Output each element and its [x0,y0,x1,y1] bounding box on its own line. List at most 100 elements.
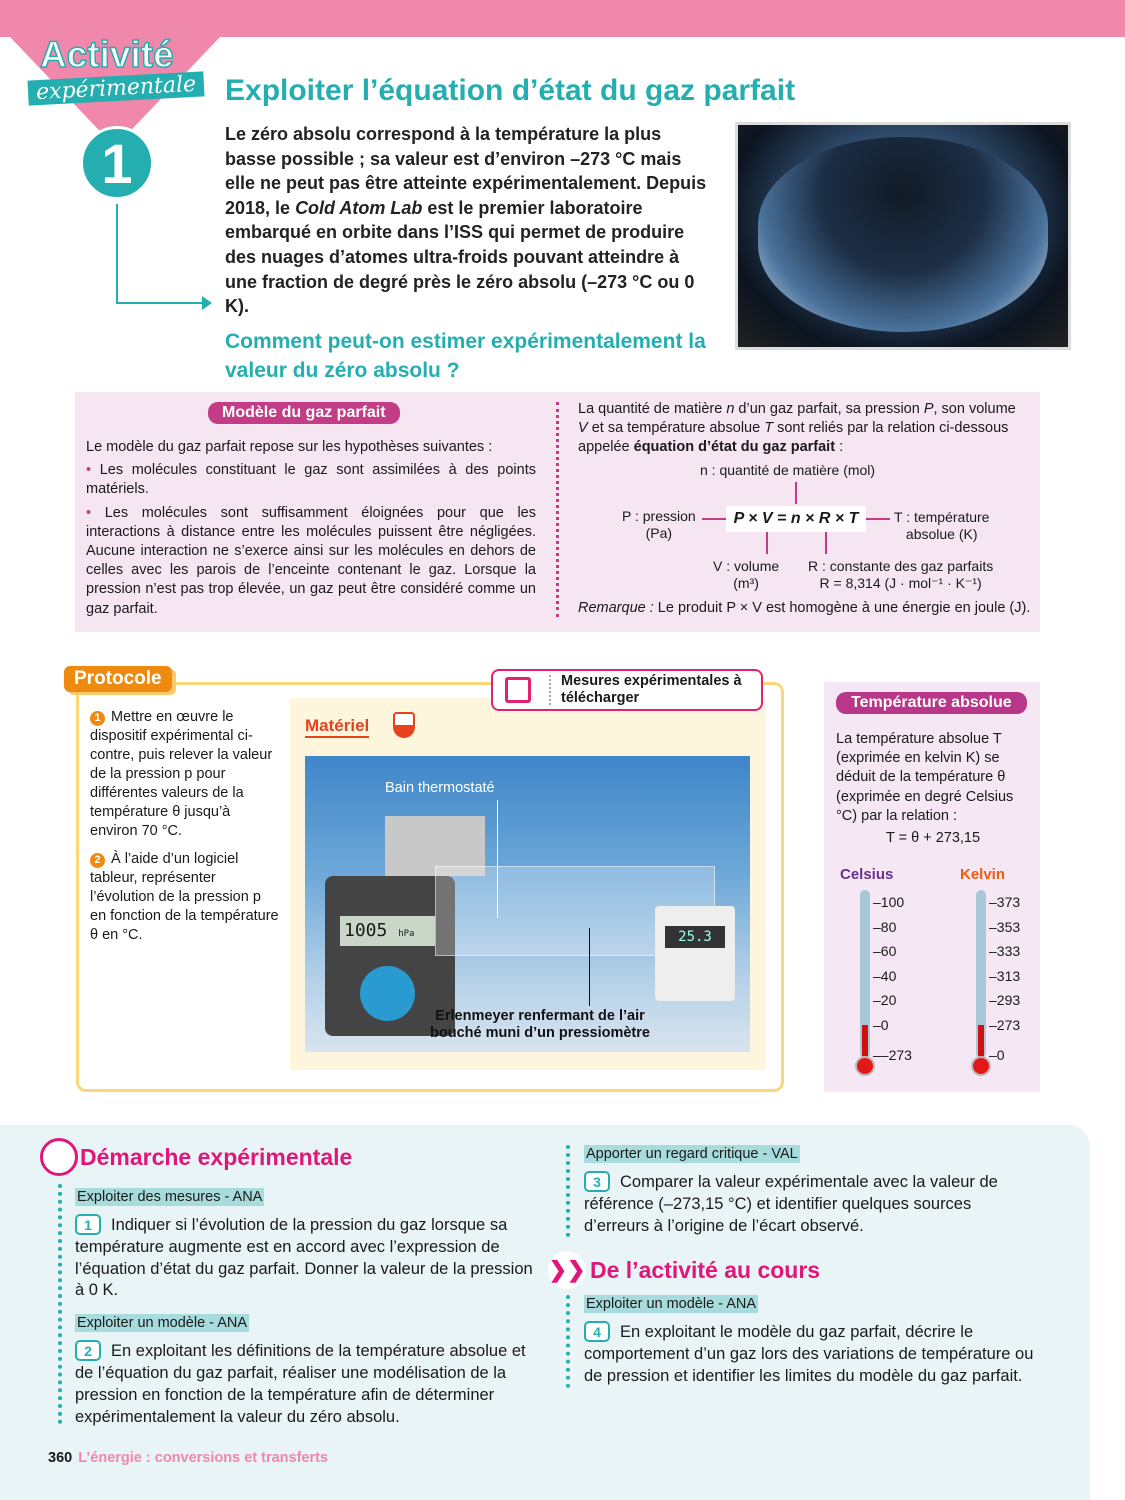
page-footer: 360 L’énergie : conversions et transferts [48,1450,328,1466]
celsius-tick-label: –60 [873,943,897,959]
pointer-line [589,928,590,1006]
celsius-tick-label: –20 [873,992,897,1008]
top-banner [0,0,1125,37]
arrow-left-icon [866,518,890,520]
divider [549,675,551,705]
label-erlenmeyer: Erlenmeyer renfermant de l’air bouché mu… [430,1008,650,1041]
bullet-text: Les molécules sont suffisamment éloignée… [86,504,536,617]
celsius-thermometer-tube [860,890,870,1058]
label-p: P : pression (Pa) [622,508,696,541]
page-title: Exploiter l’équation d’état du gaz parfa… [225,74,796,107]
question-4: 4 En exploitant le modèle du gaz parfait,… [584,1321,1034,1385]
flask-icon [393,712,415,738]
protocol-step: 1 Mettre en œuvre le dispositif expérimen… [90,709,273,839]
page-number: 360 [48,1450,73,1466]
temperature-column: La température absolue T (exprimée en ke… [836,730,1036,846]
demarche-title: Démarche expérimentale [80,1144,353,1170]
question-1: 1 Indiquer si l’évolution de la pression … [75,1214,533,1300]
skill-tag: Exploiter des mesures - ANA [75,1188,265,1206]
chapter-title: L’énergie : conversions et transferts [78,1450,329,1466]
connector-line [116,302,204,304]
touchscreen-icon [505,677,531,703]
cours-title: De l’activité au cours [590,1256,821,1283]
kelvin-tick-label: –0 [989,1047,1005,1063]
intro-part: Le zéro absolu correspond à la températu… [225,124,707,218]
celsius-tick-label: –100 [873,894,905,910]
double-chevron-icon: ❯❯ [548,1251,586,1290]
bullet-text: Les molécules constituant le gaz sont as… [86,462,536,498]
kelvin-label: Kelvin [960,866,1006,883]
skill-tag: Exploiter un modèle - ANA [584,1295,759,1314]
cours-items: Exploiter un modèle - ANA 4 En exploitant… [566,1295,1036,1388]
pressure-meter: 1005 hPa [325,876,455,1036]
connector-line [116,204,118,304]
divider [556,402,559,617]
celsius-tick-label: –40 [873,967,897,984]
protocol-frame [76,682,784,1092]
kelvin-tick-label: –353 [989,918,1021,935]
skill-tag: Apporter un regard critique - VAL [584,1145,800,1163]
kelvin-tick-label: –313 [989,967,1021,984]
temperature-display: 25.3 [665,926,725,948]
download-label: Mesures expérimentales à télécharger [561,673,742,706]
questions-section [0,1125,1090,1500]
question-3: 3 Comparer la valeur expérimentale avec l… [584,1171,998,1235]
celsius-thermometer-bulb [855,1056,875,1076]
temperature-equation: T = θ + 273,15 [886,830,981,847]
iss-photo [735,122,1071,350]
activity-badge-title: Activité [39,33,174,76]
celsius-thermometer-fill [862,1025,868,1065]
apparatus-photo: 1005 hPa 25.3 Bain thermostaté Erlenmeye… [305,756,750,1052]
celsius-tick-label: –80 [873,918,897,935]
arrow-right-icon [702,518,726,520]
flask-icon [40,1138,78,1176]
model-bullet: • Les molécules sont suffisamment éloign… [86,504,536,617]
kelvin-tick-label: –273 [989,1016,1021,1033]
intro-column: Le zéro absolu correspond à la températu… [225,122,725,385]
label-n: n : quantité de matière (mol) [700,462,876,478]
question-2: 2 En exploitant les définitions de la tem… [75,1340,526,1426]
pointer-line [497,800,498,918]
celsius-label: Celsius [840,866,894,883]
protocol-badge: Protocole [64,666,172,692]
kelvin-thermometer-tube [976,890,986,1058]
skill-tag: Exploiter un modèle - ANA [75,1314,250,1333]
thermometer-unit: 25.3 [655,906,735,1001]
right-question-column: Apporter un regard critique - VAL 3 Compa… [548,1145,1036,1388]
model-bullet: • Les molécules constituant le gaz sont … [86,462,536,498]
label-v: V : volume (m³) [713,558,780,591]
label-r: R : constante des gaz parfaits R = 8,314 … [808,558,994,591]
iss-window [758,137,1048,332]
materiel-title: Matériel [305,716,370,738]
intro-text: Le zéro absolu correspond à la températu… [225,122,715,319]
remark: Remarque : Le produit P × V est homogène… [578,600,1031,616]
equation-intro: La quantité de matière n d’un gaz parfai… [578,401,1016,456]
dotted-line [58,1184,62,1424]
arrow-down-icon [795,482,797,504]
kelvin-tick-label: –293 [989,992,1021,1008]
model-text: Le modèle du gaz parfait repose sur les … [86,438,536,623]
celsius-tick-label: –0 [873,1016,889,1033]
kelvin-tick-label: –333 [989,943,1021,959]
model-intro: Le modèle du gaz parfait repose sur les … [86,439,493,455]
temperature-text: La température absolue T (exprimée en ke… [836,731,1014,824]
key-question: Comment peut-on estimer expérimentalemen… [225,329,706,382]
demarche-items: Exploiter des mesures - ANA 1 Indiquer si… [75,1188,535,1428]
intro-part: est le premier laboratoire embarqué en o… [225,197,695,317]
arrow-up-icon [825,532,827,554]
temperature-badge: Température absolue [836,692,1027,714]
demarche-item-3: Apporter un regard critique - VAL 3 Compa… [566,1145,1036,1238]
intro-italic: Cold Atom Lab [295,197,423,218]
ideal-gas-equation: P × V = n × R × T [726,506,866,532]
label-t: T : température absolue (K) [894,509,990,542]
cours-header: ❯❯ De l’activité au cours [548,1251,1036,1290]
kelvin-tick-label: –373 [989,894,1021,910]
kelvin-thermometer-fill [978,1025,984,1065]
arrow-up-icon [766,532,768,554]
download-measurements-button[interactable]: Mesures expérimentales à télécharger [491,669,763,711]
activity-number: 1 [80,126,154,200]
label-bath: Bain thermostaté [385,780,495,796]
celsius-tick-label: ––273 [873,1047,912,1063]
dial-knob [360,966,415,1021]
